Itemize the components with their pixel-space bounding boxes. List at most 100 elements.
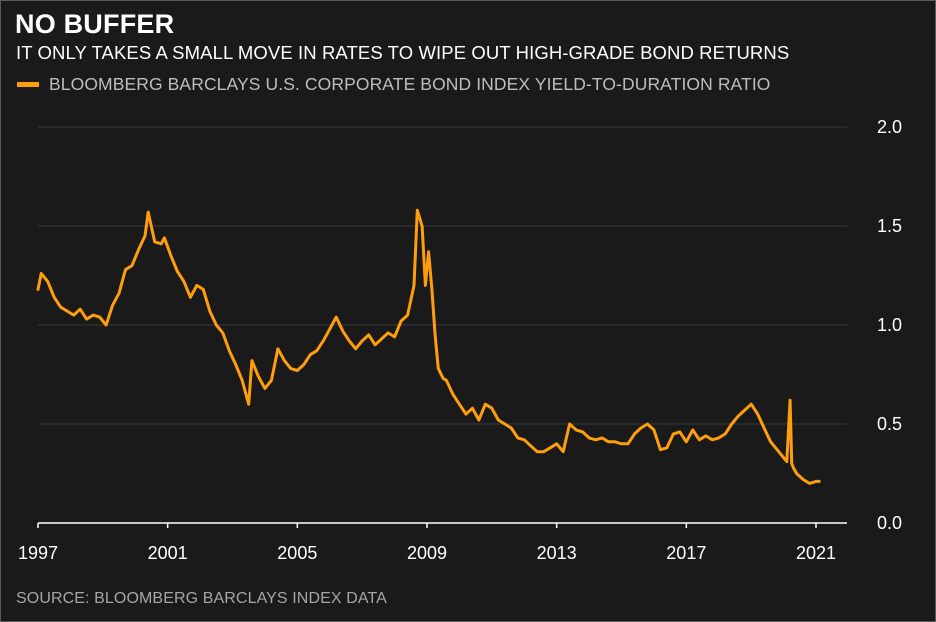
y-tick-label: 0.5 (877, 414, 902, 434)
data-point (504, 423, 506, 425)
data-point (105, 324, 107, 326)
x-tick-label: 2021 (796, 543, 836, 563)
data-point (776, 449, 778, 451)
data-point (685, 441, 687, 443)
data-point (442, 377, 444, 380)
data-point (549, 447, 551, 449)
data-point (471, 407, 473, 409)
data-point (209, 310, 211, 312)
data-point (431, 288, 433, 290)
data-point (290, 368, 292, 370)
data-point (783, 457, 785, 459)
data-point (786, 461, 788, 463)
y-tick-label: 0.0 (877, 513, 902, 533)
data-point (303, 364, 305, 366)
data-point (394, 336, 396, 338)
data-point (737, 415, 739, 417)
data-point (569, 423, 571, 425)
data-point (381, 338, 383, 340)
data-point (241, 379, 243, 381)
data-point (620, 443, 623, 445)
data-point (248, 403, 250, 405)
data-point (407, 314, 409, 316)
y-tick-label: 1.5 (877, 216, 902, 236)
data-point (627, 443, 629, 445)
data-point (428, 251, 430, 253)
data-point (228, 350, 230, 352)
data-point (99, 316, 101, 318)
data-point (452, 393, 454, 395)
data-point (530, 445, 532, 447)
data-point (556, 443, 558, 445)
data-point (387, 332, 389, 334)
tick-labels: 0.0 0.5 1.0 1.5 2.0 1997 2001 2005 2009 2013 2017 2… (18, 117, 902, 563)
data-point (789, 399, 791, 401)
data-point (607, 441, 610, 443)
data-point (176, 270, 178, 273)
data-point (144, 235, 146, 237)
data-point (588, 437, 590, 439)
data-point (692, 429, 694, 431)
data-point (421, 225, 423, 227)
data-point (653, 429, 655, 431)
data-point (744, 409, 746, 411)
data-point (196, 284, 198, 286)
data-point (640, 427, 642, 429)
data-point (614, 441, 616, 443)
data-point (536, 451, 538, 453)
data-point (478, 419, 480, 421)
data-point (235, 364, 237, 366)
x-tick-label: 2017 (666, 543, 706, 563)
legend: BLOOMBERG BARCLAYS U.S. CORPORATE BOND I… (17, 74, 771, 95)
data-point (79, 308, 81, 310)
y-tick-label: 1.0 (877, 315, 902, 335)
data-point (277, 348, 279, 350)
data-point (316, 350, 318, 352)
data-point (160, 243, 162, 245)
data-point (189, 296, 191, 298)
data-point (361, 340, 363, 342)
data-point (731, 423, 733, 425)
data-point (679, 431, 681, 433)
data-point (575, 429, 577, 431)
data-point (562, 451, 564, 453)
data-point (202, 288, 204, 290)
data-point (154, 241, 156, 243)
data-point (757, 413, 759, 415)
data-point (601, 437, 603, 439)
gridlines (38, 126, 847, 425)
data-point (763, 427, 765, 429)
data-point (595, 439, 597, 441)
data-point (792, 467, 794, 469)
data-point (724, 433, 726, 435)
data-point (445, 379, 447, 381)
legend-swatch (17, 82, 39, 87)
data-point (711, 439, 713, 441)
data-point (818, 480, 820, 482)
data-point (510, 427, 512, 429)
data-point (86, 318, 88, 320)
data-point (543, 451, 545, 453)
data-point (118, 292, 120, 294)
data-point (183, 280, 185, 282)
data-point (517, 437, 519, 439)
data-point (413, 284, 415, 286)
data-point (437, 368, 439, 370)
data-point (222, 332, 224, 334)
data-point (659, 449, 662, 451)
data-point (137, 249, 140, 251)
data-point (66, 310, 68, 312)
data-point (131, 265, 133, 267)
data-point (264, 387, 266, 389)
series-layer (36, 208, 821, 485)
data-point (523, 439, 525, 441)
data-point (434, 334, 436, 336)
y-tick-label: 2.0 (877, 117, 902, 137)
data-point (368, 334, 370, 336)
data-point (73, 314, 75, 316)
chart-title: NO BUFFER (15, 9, 175, 39)
data-point (750, 403, 752, 405)
data-point (37, 288, 39, 290)
data-point (633, 433, 636, 435)
data-point (808, 482, 811, 484)
